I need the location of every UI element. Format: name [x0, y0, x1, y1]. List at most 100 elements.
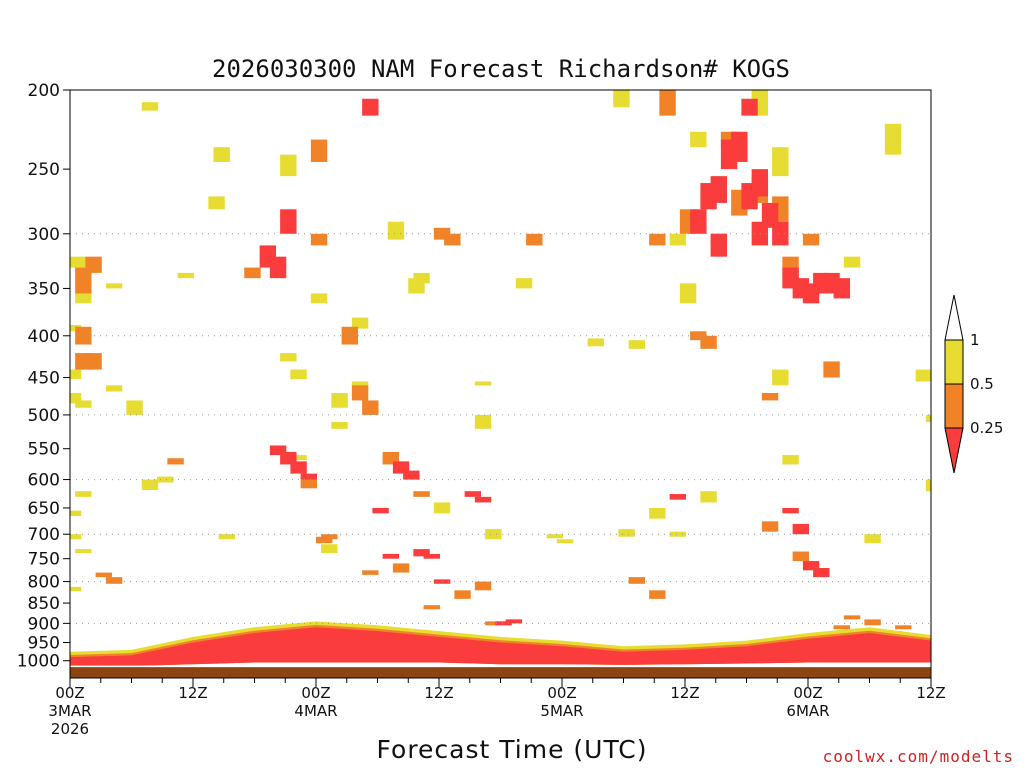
heatmap-cell: [454, 590, 471, 599]
heatmap-cell: [884, 123, 902, 155]
heatmap-cell: [423, 605, 441, 610]
heatmap-cell: [141, 102, 159, 111]
y-tick-label: 200: [28, 81, 60, 101]
heatmap-cell: [157, 476, 174, 483]
heatmap-cells: [70, 90, 931, 639]
heatmap-cell: [290, 369, 307, 380]
heatmap-cell: [679, 283, 697, 304]
heatmap-cell: [649, 590, 666, 599]
credit-text: coolwx.com/modelts: [823, 747, 1014, 766]
heatmap-cell: [70, 256, 87, 268]
heatmap-cell: [75, 491, 92, 497]
heatmap-cell: [474, 581, 492, 591]
y-tick-label: 850: [28, 594, 60, 614]
heatmap-cell: [331, 392, 348, 408]
heatmap-cell: [75, 400, 92, 408]
x-tick-label: 12Z: [424, 684, 453, 702]
heatmap-cell: [761, 521, 779, 532]
heatmap-cell: [515, 278, 533, 289]
heatmap-cell: [474, 496, 492, 503]
y-tick-label: 300: [28, 225, 60, 245]
heatmap-cell: [85, 353, 102, 370]
heatmap-cell: [495, 621, 512, 626]
y-tick-label: 750: [28, 550, 60, 570]
heatmap-cell: [218, 534, 236, 540]
heatmap-cell: [772, 221, 789, 246]
x-tick-label: 00Z: [55, 684, 84, 702]
heatmap-cell: [782, 455, 799, 465]
legend-label: 0.25: [970, 419, 1003, 437]
heatmap-cell: [433, 502, 451, 514]
heatmap-cell: [105, 577, 123, 584]
heatmap-cell: [280, 154, 297, 177]
heatmap-cell: [474, 381, 492, 386]
heatmap-cell: [556, 539, 574, 544]
x-tick-label: 2026: [51, 720, 89, 738]
heatmap-cell: [310, 293, 328, 304]
heatmap-cell: [628, 577, 646, 584]
heatmap-cell: [269, 256, 287, 279]
heatmap-cell: [300, 473, 318, 480]
heatmap-cell: [290, 455, 307, 461]
heatmap-cell: [690, 131, 707, 148]
heatmap-cell: [761, 202, 779, 228]
y-tick-label: 1000: [17, 652, 60, 672]
heatmap-cell: [95, 572, 113, 578]
heatmap-cell: [423, 553, 441, 559]
heatmap-cell: [280, 353, 297, 362]
y-tick-label: 600: [28, 471, 60, 491]
heatmap-cell: [813, 568, 830, 578]
heatmap-cell: [649, 507, 666, 519]
y-tick-label: 650: [28, 499, 60, 519]
heatmap-cell: [310, 139, 328, 162]
heatmap-cell: [659, 90, 676, 116]
heatmap-cell: [70, 586, 82, 592]
heatmap-cell: [731, 131, 748, 162]
heatmap-cell: [85, 256, 102, 273]
heatmap-cell: [280, 209, 297, 234]
heatmap-cell: [474, 414, 492, 429]
legend-label: 0.5: [970, 375, 994, 393]
heatmap-cell: [925, 479, 931, 492]
heatmap-cell: [710, 176, 728, 203]
heatmap-cell: [792, 551, 810, 562]
heatmap-cell: [628, 340, 646, 349]
heatmap-cell: [802, 561, 820, 571]
heatmap-cell: [310, 233, 328, 246]
heatmap-cell: [244, 267, 261, 279]
heatmap-cell: [75, 267, 92, 294]
heatmap-cell: [587, 338, 605, 347]
heatmap-cell: [362, 98, 379, 116]
heatmap-cell: [802, 233, 820, 246]
heatmap-cell: [362, 570, 379, 575]
y-tick-label: 800: [28, 573, 60, 593]
heatmap-cell: [300, 479, 318, 489]
heatmap-cell: [751, 169, 769, 197]
heatmap-cell: [413, 491, 430, 497]
legend-swatch: [944, 383, 964, 429]
heatmap-cell: [208, 196, 225, 210]
heatmap-cell: [126, 400, 143, 415]
heatmap-cell: [772, 369, 789, 386]
heatmap-cell: [75, 549, 92, 554]
heatmap-cell: [351, 385, 369, 401]
plot-frame: [69, 89, 932, 679]
y-tick-label: 450: [28, 369, 60, 389]
heatmap-cell: [843, 615, 861, 620]
heatmap-cell: [669, 531, 687, 537]
x-tick-label: 12Z: [178, 684, 207, 702]
heatmap-cell: [70, 534, 82, 540]
x-tick-label: 5MAR: [540, 702, 583, 720]
y-tick-label: 550: [28, 440, 60, 460]
heatmap-cell: [485, 529, 502, 540]
heatmap-cell: [915, 369, 931, 382]
heatmap-cell: [464, 491, 482, 497]
x-tick-label: 3MAR: [48, 702, 91, 720]
heatmap-cell: [321, 544, 338, 553]
heatmap-cell: [75, 326, 92, 345]
legend-swatch-top: [944, 294, 964, 341]
y-axis: 200 250 300 350 400 450 500 550 600 650 700 750 8008…: [17, 81, 70, 672]
heatmap-cell: [669, 233, 687, 246]
